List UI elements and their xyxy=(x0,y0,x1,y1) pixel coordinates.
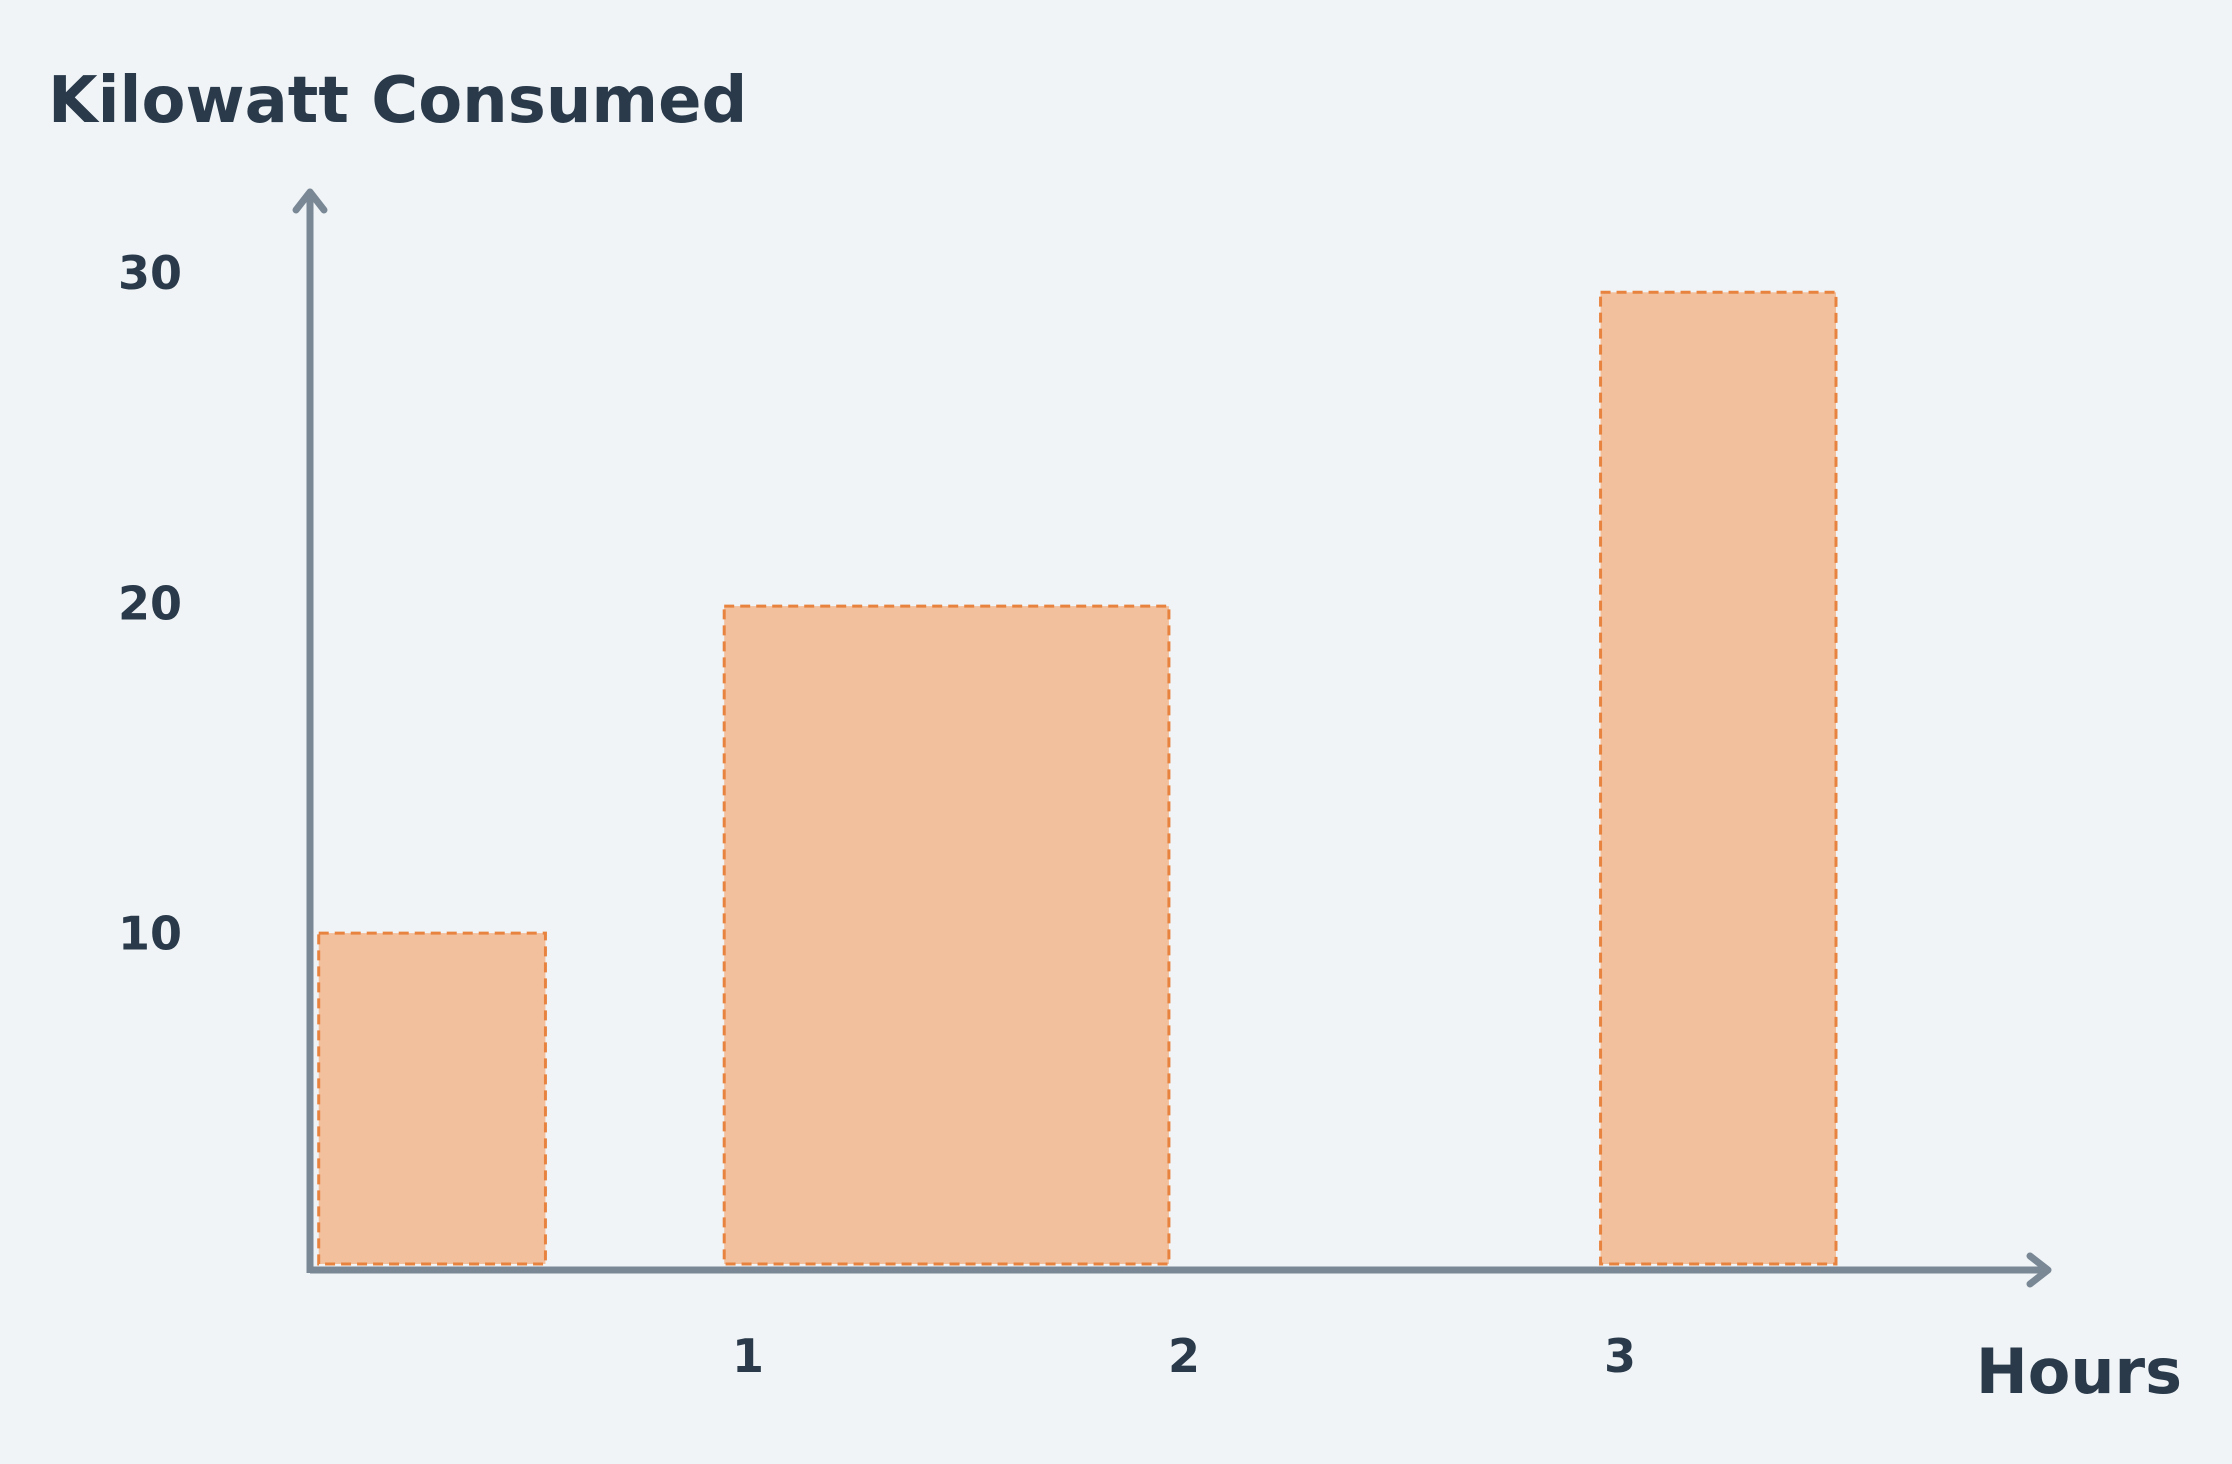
bars-group xyxy=(317,290,1838,1266)
y-axis-title: Kilowatt Consumed xyxy=(48,64,747,138)
axes-group xyxy=(292,188,2052,1288)
x-axis-arrowhead xyxy=(2026,1252,2052,1288)
x-tick-label: 2 xyxy=(1168,1329,1200,1383)
bar-2 xyxy=(722,604,1171,1266)
y-axis-arrowhead xyxy=(292,188,328,214)
bar-1 xyxy=(317,931,547,1266)
y-tick-label: 30 xyxy=(118,246,182,300)
ticks-group: 1 2 3 10 20 30 xyxy=(118,246,1636,1383)
x-axis-title: Hours xyxy=(1976,1335,2182,1408)
x-tick-label: 3 xyxy=(1604,1329,1636,1383)
y-tick-label: 10 xyxy=(118,907,182,961)
x-tick-label: 1 xyxy=(732,1329,764,1383)
y-tick-label: 20 xyxy=(118,576,182,630)
bar-3 xyxy=(1599,290,1838,1266)
